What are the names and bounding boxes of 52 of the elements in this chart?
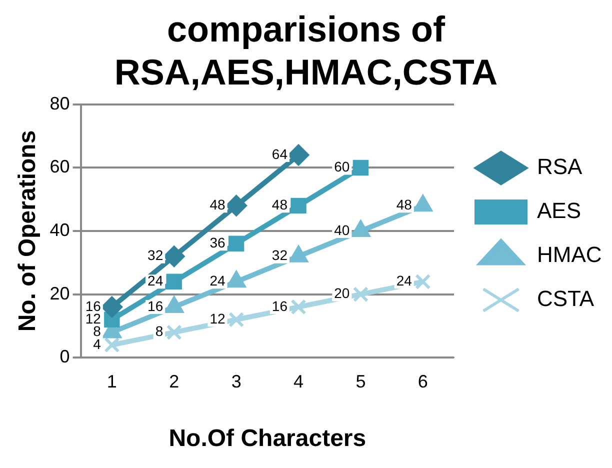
x-tick-label: 6	[418, 371, 428, 392]
data-label: 16	[272, 298, 288, 314]
y-tick-label: 0	[60, 346, 70, 367]
data-label: 60	[334, 158, 350, 175]
x-tick-label: 3	[231, 371, 242, 392]
data-label: 16	[148, 298, 164, 314]
point	[352, 286, 369, 302]
point	[290, 198, 306, 214]
point	[290, 299, 306, 315]
x-tick-label: 5	[356, 371, 366, 392]
data-label: 48	[396, 196, 412, 213]
text: comparisions of	[166, 8, 446, 50]
point	[288, 144, 310, 166]
data-label: 20	[334, 285, 350, 302]
data-label: 24	[148, 272, 164, 288]
data-label: 40	[334, 222, 350, 238]
data-label: 48	[210, 196, 226, 213]
data-label: 36	[210, 234, 226, 251]
y-tick-label: 80	[50, 93, 70, 114]
legend-label: HMAC	[537, 242, 602, 268]
x-tick-label: 4	[294, 371, 304, 392]
data-label: 8	[93, 323, 102, 340]
data-label: 64	[272, 146, 288, 162]
point	[352, 160, 369, 176]
data-label: 48	[272, 196, 288, 213]
point	[164, 246, 185, 267]
text: RSA,AES,HMAC,CSTA	[114, 52, 498, 93]
point	[226, 195, 247, 216]
data-label: 8	[155, 323, 164, 340]
data-label: 32	[272, 247, 288, 264]
data-label: 24	[396, 272, 412, 288]
point	[415, 274, 431, 290]
x-axis-title: No.Of Characters	[168, 425, 366, 452]
x-tick-label: 1	[106, 371, 117, 392]
point	[104, 337, 120, 353]
y-tick-label: 40	[50, 220, 70, 240]
point	[101, 296, 122, 318]
point	[228, 312, 244, 328]
y-axis-title: No. of Operations	[14, 130, 42, 332]
legend-label: CSTA	[537, 286, 594, 312]
y-tick-label: 60	[50, 156, 70, 177]
data-label: 16	[85, 298, 102, 314]
point	[166, 324, 182, 340]
data-label: 24	[210, 272, 226, 288]
point	[166, 274, 182, 290]
legend-label: RSA	[537, 154, 583, 180]
legend-label: AES	[537, 198, 582, 224]
point	[228, 236, 244, 252]
y-tick-label: 20	[50, 283, 70, 304]
x-tick-label: 2	[169, 371, 180, 392]
data-label: 32	[148, 247, 164, 264]
data-label: 12	[210, 310, 226, 326]
